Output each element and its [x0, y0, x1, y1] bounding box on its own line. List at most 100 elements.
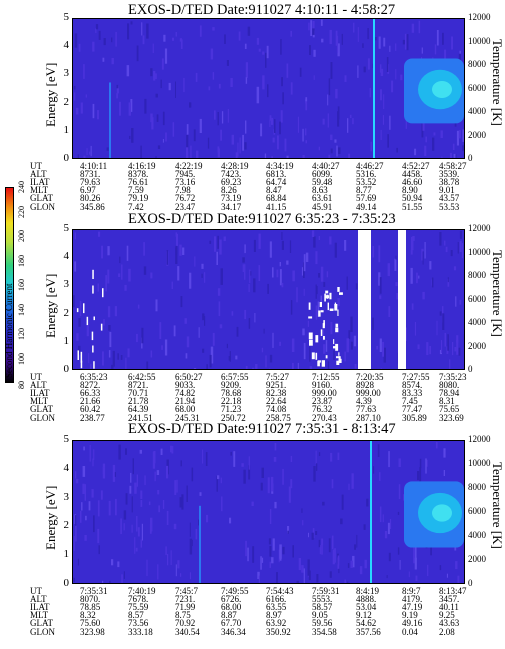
- spectrum-streak: [323, 344, 326, 354]
- spectrum-streak: [148, 501, 151, 506]
- spectrum-streak: [262, 51, 265, 55]
- spectrum-streak: [217, 235, 219, 249]
- spectrum-streak: [162, 139, 164, 143]
- ephemeris-cell: 9209.: [221, 380, 242, 391]
- spectrum-streak: [244, 142, 247, 150]
- spectrum-streak: [136, 333, 138, 343]
- spectrum-streak: [346, 276, 348, 290]
- spectrum-streak: [161, 345, 163, 350]
- spectrum-streak: [380, 367, 382, 369]
- spectrum-streak: [421, 47, 423, 54]
- spectrum-streak: [143, 266, 147, 275]
- energy-tick-label: 0: [63, 577, 70, 589]
- spectrum-streak: [399, 560, 401, 570]
- colorbar-tick-label: 120: [17, 328, 26, 340]
- spectrum-streak: [201, 263, 204, 269]
- saturation-speckle: [325, 290, 329, 294]
- spectrum-streak: [227, 109, 229, 123]
- spectrum-streak: [177, 266, 180, 281]
- spectrum-streak: [238, 31, 241, 41]
- spectrum-streak: [309, 366, 313, 369]
- spectrum-streak: [198, 519, 200, 526]
- spectrum-streak: [267, 477, 270, 494]
- ut-tick-label: 8:9:7: [402, 586, 421, 596]
- spectrum-streak: [73, 577, 75, 582]
- ephemeris-cell: 345.86: [80, 201, 105, 212]
- spectrum-streak: [418, 20, 421, 34]
- spectrum-streak: [226, 60, 229, 66]
- spectrum-streak: [313, 49, 316, 57]
- ephemeris-cell: 8.47: [266, 185, 282, 196]
- ephemeris-cell: 68.00: [221, 602, 242, 613]
- spectrum-streak: [305, 252, 309, 262]
- spectrum-streak: [199, 25, 202, 37]
- spectrum-streak: [219, 239, 222, 255]
- spectrum-streak: [249, 269, 251, 284]
- spectrum-streak: [142, 35, 145, 45]
- ephemeris-cell: 21.66: [80, 396, 101, 407]
- spectrum-streak: [92, 458, 94, 467]
- temperature-tick-label: 6000: [468, 82, 486, 93]
- ephemeris-cell: 69.23: [221, 177, 242, 188]
- spectrum-streak: [344, 75, 347, 82]
- spectrum-streak: [198, 327, 200, 338]
- spectrum-streak: [347, 581, 349, 583]
- spectrum-streak: [364, 559, 367, 569]
- spectrum-streak: [319, 545, 321, 555]
- spectrum-streak: [379, 506, 382, 523]
- spectrum-streak: [301, 267, 304, 276]
- ephemeris-cell: 9.12: [356, 610, 372, 621]
- spectrum-streak: [155, 93, 158, 98]
- ut-tick-label: 7:27:55: [402, 372, 430, 382]
- spectrum-streak: [140, 490, 143, 499]
- ephemeris-cell: 53.52: [356, 177, 377, 188]
- spectrum-streak: [98, 545, 100, 555]
- ephemeris-cell: 5316.: [356, 169, 377, 180]
- energy-tick-label: 0: [63, 152, 70, 164]
- spectrum-streak: [112, 350, 115, 367]
- spectrum-streak: [318, 146, 320, 151]
- ephemeris-cell: 4458.: [402, 169, 423, 180]
- spectrum-streak: [158, 505, 160, 513]
- spectrum-streak: [245, 365, 248, 369]
- spectrum-streak: [426, 459, 428, 467]
- spectrogram-texture: [73, 441, 464, 583]
- spectrum-streak: [179, 244, 182, 256]
- ephemeris-cell: 9160.: [312, 380, 333, 391]
- spectrum-streak: [321, 543, 323, 555]
- saturation-speckle: [335, 327, 339, 333]
- spectrum-streak: [353, 22, 355, 33]
- ephemeris-row-label: GLON: [30, 201, 55, 212]
- spectrum-streak: [82, 466, 86, 477]
- saturation-speckle: [323, 336, 325, 340]
- spectrum-streak: [424, 145, 427, 156]
- spectrum-streak: [195, 72, 198, 82]
- data-gap: [358, 230, 371, 369]
- spectrum-streak: [389, 519, 392, 529]
- spectrum-streak: [229, 351, 231, 362]
- ephemeris-cell: 74.82: [175, 388, 196, 399]
- spectrum-streak: [452, 342, 454, 356]
- spectrum-streak: [245, 77, 248, 84]
- ephemeris-cell: 7945.: [175, 169, 196, 180]
- energy-tick-label: 2: [63, 306, 70, 319]
- spectrum-streak: [362, 43, 364, 48]
- spectrum-streak: [414, 322, 416, 336]
- spectrum-streak: [212, 72, 215, 80]
- spectrum-streak: [174, 480, 177, 495]
- spectrum-streak: [102, 580, 104, 583]
- ephemeris-cell: 8.32: [80, 610, 96, 621]
- spectrum-streak: [391, 80, 394, 93]
- ephemeris-row-label: UT: [30, 161, 42, 171]
- spectrum-streak: [276, 572, 278, 583]
- spectrum-streak: [114, 306, 117, 317]
- saturation-speckle: [334, 302, 337, 311]
- spectrum-streak: [121, 574, 123, 583]
- spectrum-streak: [269, 241, 272, 258]
- spectrum-streak: [214, 236, 217, 252]
- spectrum-streak: [303, 288, 305, 296]
- spectrum-streak: [89, 151, 91, 155]
- spectrum-streak: [217, 112, 219, 126]
- spectrum-streak: [267, 283, 269, 294]
- ephemeris-cell: 9251.: [266, 380, 287, 391]
